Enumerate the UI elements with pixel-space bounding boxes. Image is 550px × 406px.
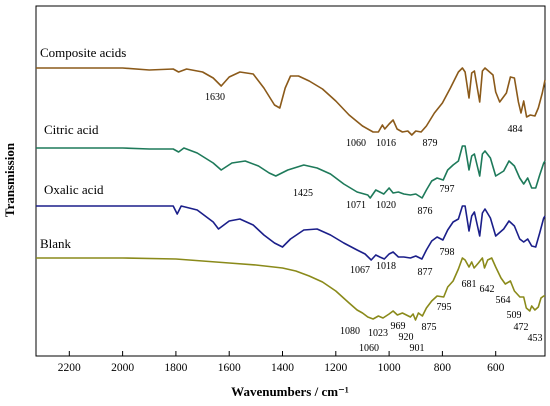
peak-label: 875 <box>422 322 437 333</box>
series-line-oxalic-acid <box>36 205 546 261</box>
peak-label: 453 <box>528 333 543 344</box>
series-label-composite-acids: Composite acids <box>40 45 126 60</box>
peak-label: 472 <box>514 322 529 333</box>
x-tick-label: 600 <box>487 362 505 374</box>
series-labels: Composite acids Citric acid Oxalic acid Bla… <box>40 45 126 251</box>
peak-label: 681 <box>462 279 477 290</box>
x-axis-title: Wavenumbers / cm⁻¹ <box>231 384 349 399</box>
series-line-citric-acid <box>36 145 546 199</box>
series-label-oxalic-acid: Oxalic acid <box>44 182 104 197</box>
plot-frame <box>35 5 546 357</box>
peak-annotations: 1630 1060 1016 879 484 1425 1071 1020 876 797 1067… <box>205 92 543 354</box>
peak-label: 798 <box>440 247 455 258</box>
series-line-blank <box>36 257 545 321</box>
peak-label: 1071 <box>346 200 366 211</box>
peak-label: 1067 <box>350 265 370 276</box>
x-tick-label: 1400 <box>271 362 294 374</box>
peak-label: 879 <box>423 138 438 149</box>
series-line-composite-acids <box>36 67 546 136</box>
x-tick-label: 800 <box>434 362 452 374</box>
peak-label: 484 <box>508 124 523 135</box>
x-tick-label: 1800 <box>164 362 187 374</box>
peak-label: 1060 <box>346 138 366 149</box>
peak-label: 1016 <box>376 138 396 149</box>
peak-label: 1425 <box>293 188 313 199</box>
peak-label: 901 <box>410 343 425 354</box>
series-label-blank: Blank <box>40 236 72 251</box>
peak-label: 797 <box>440 184 455 195</box>
peak-label: 1023 <box>368 328 388 339</box>
peak-label: 1020 <box>376 200 396 211</box>
peak-label: 1630 <box>205 92 225 103</box>
peak-label: 795 <box>437 302 452 313</box>
peak-label: 1080 <box>340 326 360 337</box>
series-curves <box>36 67 546 321</box>
x-tick-label: 1000 <box>378 362 401 374</box>
x-tick-label: 2000 <box>111 362 134 374</box>
x-tick-label: 1600 <box>218 362 241 374</box>
peak-label: 1060 <box>359 343 379 354</box>
peak-label: 509 <box>507 310 522 321</box>
x-tick-label: 2200 <box>58 362 81 374</box>
peak-label: 564 <box>496 295 511 306</box>
peak-label: 876 <box>418 206 433 217</box>
series-label-citric-acid: Citric acid <box>44 122 99 137</box>
peak-label: 877 <box>418 267 433 278</box>
x-axis-ticks: 2200 2000 1800 1600 1400 1200 1000 800 600 <box>58 351 505 374</box>
peak-label: 1018 <box>376 261 396 272</box>
peak-label: 642 <box>480 284 495 295</box>
peak-label: 920 <box>399 332 414 343</box>
y-axis-title: Transmission <box>2 142 17 217</box>
peak-label: 969 <box>391 321 406 332</box>
x-tick-label: 1200 <box>324 362 347 374</box>
